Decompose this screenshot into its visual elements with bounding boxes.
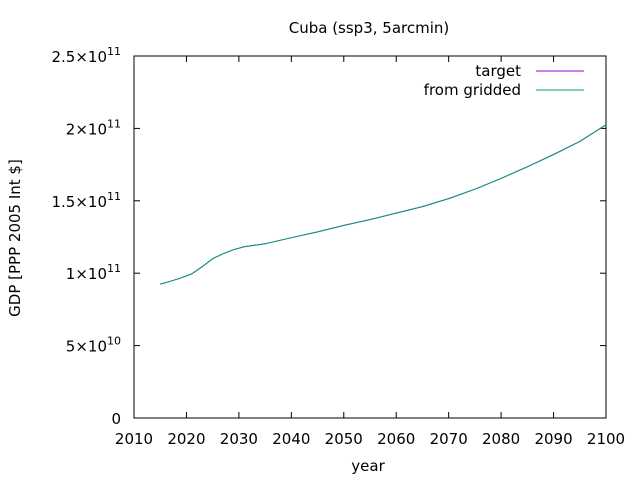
legend-label: from gridded (424, 81, 521, 99)
x-tick-label: 2090 (534, 430, 572, 448)
x-tick-label: 2060 (377, 430, 415, 448)
x-tick-label: 2010 (115, 430, 153, 448)
x-tick-label: 2040 (272, 430, 310, 448)
series-lines (160, 124, 607, 285)
series-line-target (160, 124, 607, 285)
x-tick-label: 2030 (220, 430, 258, 448)
x-tick-label: 2050 (325, 430, 363, 448)
y-tick-label: 0 (111, 410, 121, 428)
y-tick-label: 2.5×1011 (51, 45, 121, 66)
axes (133, 55, 607, 419)
y-tick-label: 5×1010 (66, 335, 121, 356)
series-line-from-gridded (160, 124, 607, 285)
x-tick-label: 2080 (482, 430, 520, 448)
plot-frame (133, 55, 607, 419)
y-axis-label: GDP [PPP 2005 Int $] (6, 159, 24, 317)
y-tick-label: 2×1011 (66, 117, 121, 138)
x-axis-label: year (351, 457, 385, 475)
chart-title: Cuba (ssp3, 5arcmin) (289, 19, 450, 37)
tick-marks: 2010 2020 2030 2040 2050 2060 2070 2080 2090 2100… (51, 45, 625, 448)
x-tick-label: 2020 (167, 430, 205, 448)
x-tick-label: 2100 (587, 430, 625, 448)
y-tick-label: 1×1011 (66, 262, 121, 283)
x-tick-label: 2070 (430, 430, 468, 448)
y-tick-label: 1.5×1011 (51, 190, 121, 211)
legend-label: target (475, 62, 521, 80)
